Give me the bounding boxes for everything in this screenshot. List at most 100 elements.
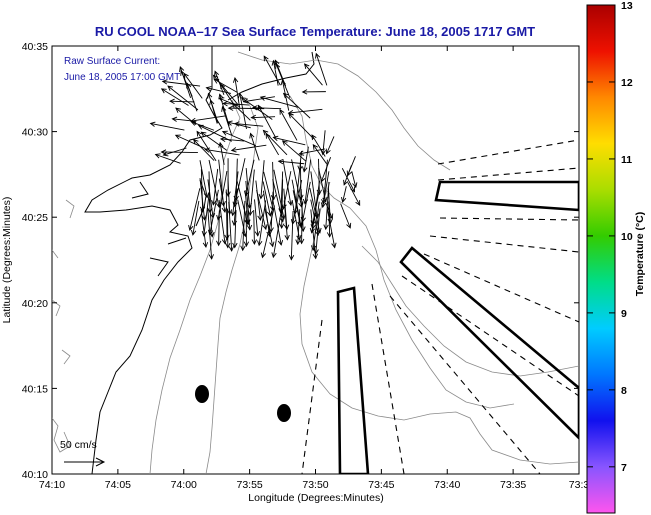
colorbar-ticks: 13 12 11 10 9 8 7 <box>587 0 633 474</box>
current-vector <box>204 147 240 156</box>
current-vector <box>260 210 274 259</box>
current-vector <box>196 130 217 162</box>
x-axis: 74:10 74:05 74:00 73:55 73:50 73:45 73:40 73:35… <box>39 46 590 491</box>
current-vector <box>211 168 219 206</box>
colorbar-label: Temperature (°C) <box>634 212 646 297</box>
y-axis-label: Latitude (Degrees:Minutes) <box>1 197 13 324</box>
current-vector <box>325 136 335 155</box>
current-vector <box>257 200 267 247</box>
current-vector <box>257 104 276 138</box>
current-vector <box>320 130 326 156</box>
sst-contour-7 <box>52 199 75 453</box>
sst-contour-5 <box>237 51 451 171</box>
current-vector <box>243 210 250 248</box>
current-vector <box>190 200 200 236</box>
current-vector <box>218 141 225 165</box>
sst-contour-1 <box>149 99 241 474</box>
x-tick-label: 73:50 <box>302 479 328 491</box>
colorbar-tick-label: 7 <box>621 462 627 474</box>
current-vector <box>190 120 215 131</box>
current-vector <box>275 62 291 98</box>
current-vector <box>237 92 247 130</box>
current-vector <box>279 179 285 229</box>
colorbar-tick-label: 13 <box>621 0 633 12</box>
current-vector <box>183 72 203 99</box>
current-vector <box>251 105 282 111</box>
current-label: Raw Surface Current: <box>64 56 160 67</box>
current-vector <box>218 93 230 126</box>
colorbar-tick-label: 9 <box>621 308 627 320</box>
current-vector <box>154 153 181 164</box>
current-vector <box>340 203 352 229</box>
current-vector <box>283 200 290 241</box>
current-vector <box>200 209 209 248</box>
x-axis-label: Longitude (Degrees:Minutes) <box>248 492 383 504</box>
x-tick-label: 73:55 <box>236 479 262 491</box>
current-vector <box>250 114 276 121</box>
current-vector <box>251 209 257 245</box>
current-vector <box>232 210 238 249</box>
current-vector <box>281 140 307 162</box>
current-vector <box>272 135 306 146</box>
current-vector <box>212 74 239 106</box>
current-vector <box>205 86 232 94</box>
current-vector <box>208 199 215 238</box>
current-vector <box>279 108 298 141</box>
current-vector <box>192 138 215 161</box>
current-vector <box>161 79 201 87</box>
current-vector <box>310 209 318 260</box>
current-vector <box>160 88 189 106</box>
current-vector <box>315 52 328 86</box>
inlet-shoreline <box>131 179 207 277</box>
current-vector <box>309 203 317 234</box>
buoy-marker-1 <box>195 385 209 403</box>
y-tick-label: 40:35 <box>22 41 48 53</box>
bay-shoreline <box>227 51 315 101</box>
current-vector <box>233 121 264 127</box>
current-vector <box>221 130 256 147</box>
sst-contour-4 <box>299 181 579 465</box>
current-vector <box>351 171 358 189</box>
current-vector <box>282 92 311 119</box>
current-vector <box>259 95 298 108</box>
current-vector <box>347 182 361 206</box>
current-vector <box>255 180 263 222</box>
plot-area <box>51 45 580 475</box>
current-vector <box>216 210 222 247</box>
current-vector <box>247 169 255 217</box>
current-vector <box>230 171 239 217</box>
current-vector <box>162 147 187 157</box>
x-tick-label: 74:00 <box>171 479 197 491</box>
current-vector <box>160 149 198 155</box>
current-vector <box>149 121 185 131</box>
current-vector <box>224 189 230 241</box>
map-layer <box>52 46 579 474</box>
x-tick-label: 74:05 <box>105 479 131 491</box>
current-vector <box>287 108 323 116</box>
current-vector <box>199 178 207 221</box>
current-vector <box>298 161 304 201</box>
current-vector <box>341 186 347 203</box>
current-vector <box>263 55 281 86</box>
current-vector <box>190 115 226 124</box>
x-tick-label: 73:40 <box>434 479 460 491</box>
current-vector <box>320 157 332 183</box>
current-vector <box>167 85 199 111</box>
colorbar <box>586 4 616 514</box>
current-vector <box>258 160 265 200</box>
current-vector <box>265 132 280 156</box>
y-tick-label: 40:10 <box>22 469 48 481</box>
radar-sector-dashes <box>301 139 579 474</box>
current-vector <box>301 89 326 95</box>
current-timestamp: June 18, 2005 17:00 GMT <box>64 72 180 83</box>
current-vector <box>232 76 241 108</box>
current-vector <box>295 209 301 246</box>
x-tick-label: 74:10 <box>39 479 65 491</box>
current-vector <box>228 201 235 252</box>
current-vector <box>221 105 233 136</box>
colorbar-tick-label: 12 <box>621 77 633 89</box>
x-tick-label: 73:3 <box>569 479 590 491</box>
current-vector <box>200 131 228 151</box>
surface-current-vectors <box>149 52 361 261</box>
